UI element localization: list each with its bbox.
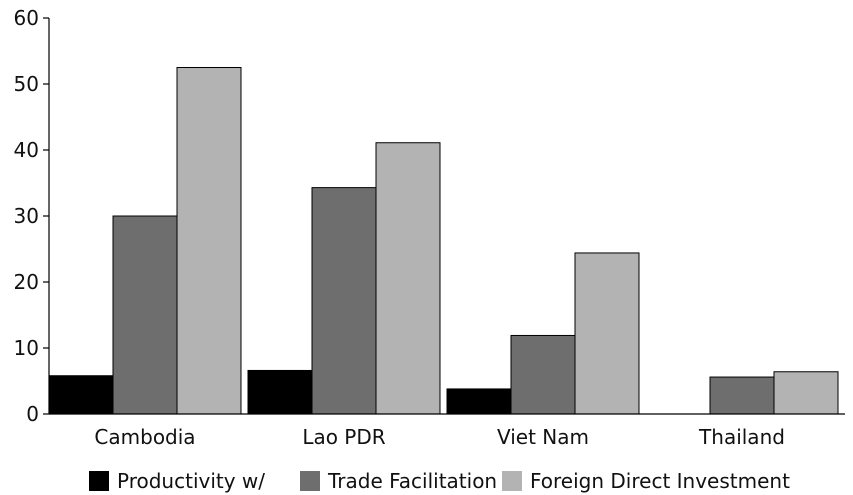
y-tick-label: 0 [26,402,39,426]
x-tick-label: Lao PDR [302,425,385,449]
bars-group [48,67,839,415]
y-tick-label: 10 [14,336,39,360]
bar-trade-facilitation-cambodia [112,215,178,415]
bar-foreign-direct-investment-viet-nam [574,252,640,415]
legend-swatch [300,471,320,491]
bar-productivity-w-cambodia [48,375,114,415]
y-tick-label: 50 [14,72,39,96]
x-tick-label: Viet Nam [497,425,589,449]
y-tick-label: 30 [14,204,39,228]
bar-trade-facilitation-lao-pdr [311,187,377,415]
legend-swatch [89,471,109,491]
axes [48,18,845,415]
legend-label: Trade Facilitation [327,469,497,493]
x-axis-labels: Cambodia Lao PDR Viet Nam Thailand [94,425,785,449]
bar-trade-facilitation-viet-nam [510,334,576,415]
y-tick-label: 60 [14,6,39,30]
y-tick-label: 20 [14,270,39,294]
legend-label: Foreign Direct Investment [530,469,790,493]
y-tick-label: 40 [14,138,39,162]
bar-productivity-w-viet-nam [446,388,512,415]
x-tick-label: Cambodia [94,425,195,449]
x-tick-label: Thailand [698,425,785,449]
y-axis: 0 10 20 30 40 50 60 [14,6,49,426]
legend: Productivity w/Trade Facilitation Foreign… [89,469,790,493]
bar-foreign-direct-investment-cambodia [176,67,242,415]
legend-label: Productivity w/ [117,469,265,493]
bar-foreign-direct-investment-lao-pdr [375,142,441,415]
bar-trade-facilitation-thailand [709,376,775,415]
bar-foreign-direct-investment-thailand [773,371,839,415]
legend-swatch [502,471,522,491]
bar-productivity-w-lao-pdr [247,369,313,415]
